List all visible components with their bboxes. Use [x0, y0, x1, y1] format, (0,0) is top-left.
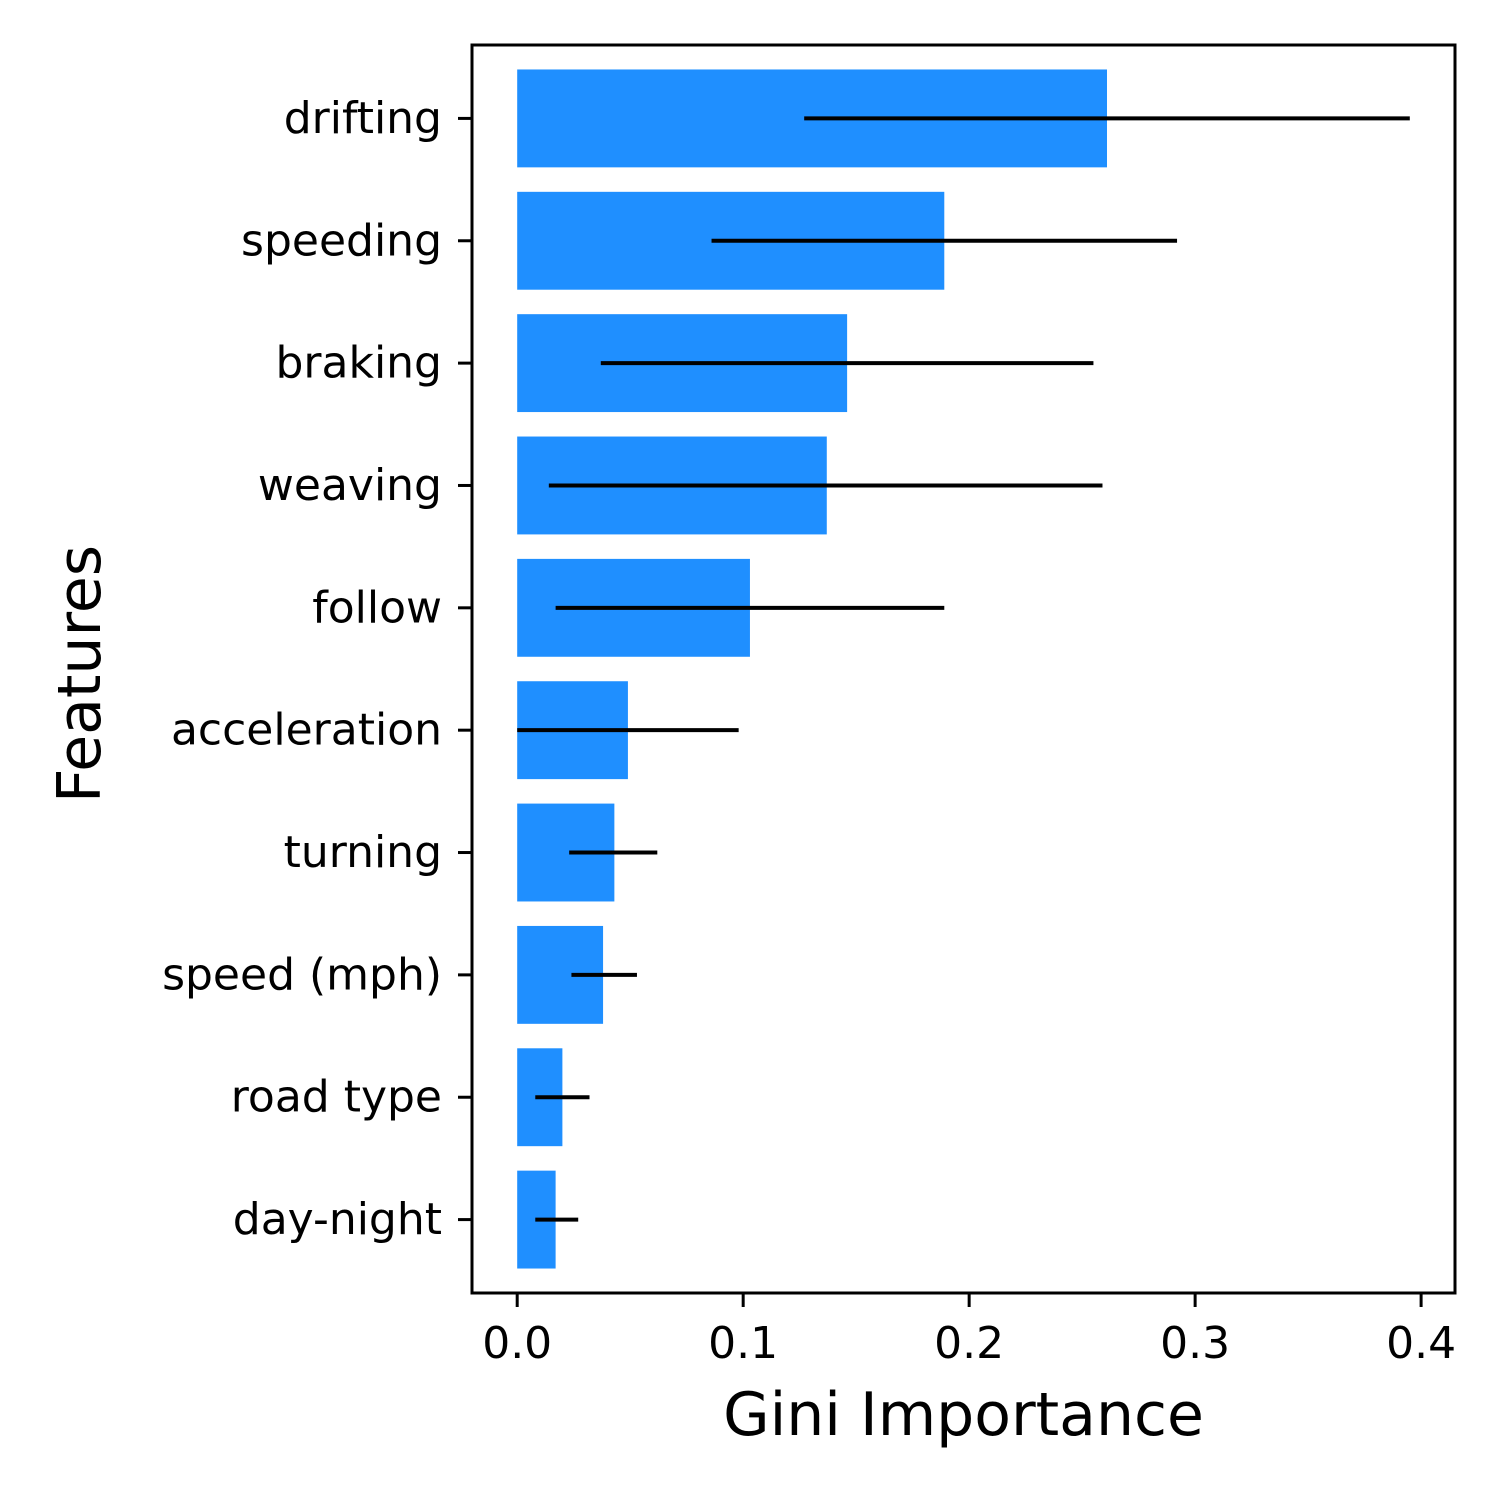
y-tick-label: braking [275, 338, 442, 389]
y-tick-label: road type [231, 1072, 442, 1123]
x-tick-label: 0.1 [708, 1318, 778, 1369]
y-tick-label: follow [312, 582, 442, 633]
y-tick-label: acceleration [171, 705, 442, 756]
x-axis-title: Gini Importance [723, 1380, 1204, 1450]
y-tick-label: speeding [241, 215, 442, 266]
x-tick-label: 0.2 [934, 1318, 1004, 1369]
x-tick-label: 0.3 [1160, 1318, 1230, 1369]
y-tick-label: day-night [233, 1194, 442, 1245]
plot-frame [470, 43, 1457, 1295]
y-tick-label: drifting [284, 93, 442, 144]
x-tick-label: 0.4 [1386, 1318, 1456, 1369]
y-tick-label: turning [284, 827, 442, 878]
bars-layer [517, 69, 1107, 1269]
y-tick-label: speed (mph) [162, 949, 442, 1000]
y-axis-ticks: drifting speeding braking weaving follow acce… [162, 93, 472, 1245]
y-tick-label: weaving [258, 460, 442, 511]
x-axis-ticks: 0.0 0.1 0.2 0.3 0.4 [482, 1293, 1456, 1369]
x-tick-label: 0.0 [482, 1318, 552, 1369]
error-bars-layer [517, 116, 1410, 1222]
y-axis-title: Features [45, 545, 115, 803]
